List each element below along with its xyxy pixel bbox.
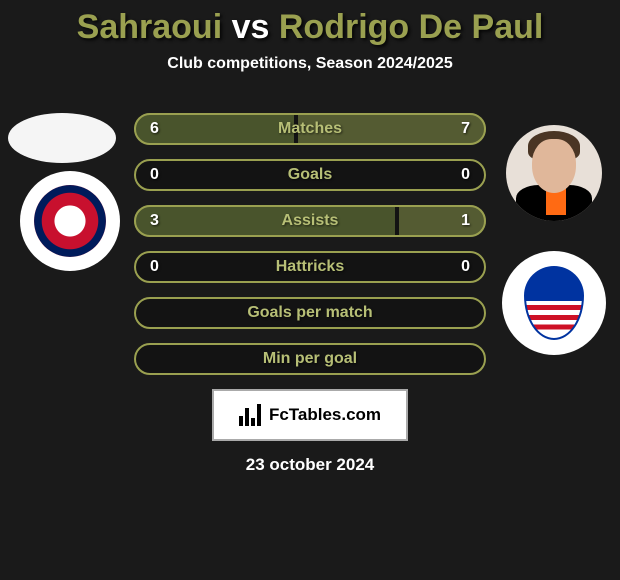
- stat-value-left: 3: [150, 212, 159, 230]
- stat-label: Min per goal: [263, 350, 357, 368]
- player1-photo: [8, 113, 116, 163]
- stat-row: 0 Hattricks 0: [134, 251, 486, 283]
- stat-label: Matches: [278, 120, 342, 138]
- stat-fill-right: [399, 205, 486, 237]
- stat-row: 3 Assists 1: [134, 205, 486, 237]
- stat-label: Assists: [282, 212, 339, 230]
- branding-box: FcTables.com: [212, 389, 408, 441]
- stat-value-left: 6: [150, 120, 159, 138]
- branding-text: FcTables.com: [269, 405, 381, 425]
- stats-area: 6 Matches 7 0 Goals 0 3 Assists 1 0 Hattricks 0 Goal…: [0, 113, 620, 475]
- losc-icon: [34, 185, 106, 257]
- comparison-title: Sahraoui vs Rodrigo De Paul: [0, 0, 620, 47]
- stat-rows: 6 Matches 7 0 Goals 0 3 Assists 1 0 Hattricks 0 Goal…: [134, 113, 486, 375]
- player2-name: Rodrigo De Paul: [279, 8, 543, 46]
- stat-label: Hattricks: [276, 258, 344, 276]
- fctables-logo-icon: [239, 404, 263, 426]
- stat-label: Goals: [288, 166, 332, 184]
- stat-row: Goals per match: [134, 297, 486, 329]
- stat-label: Goals per match: [247, 304, 372, 322]
- stat-row: 0 Goals 0: [134, 159, 486, 191]
- player2-photo: [506, 125, 602, 221]
- stat-value-right: 0: [461, 258, 470, 276]
- stat-value-left: 0: [150, 166, 159, 184]
- vs-text: vs: [232, 8, 270, 46]
- stat-value-right: 0: [461, 166, 470, 184]
- player1-name: Sahraoui: [77, 8, 222, 46]
- player1-club-badge: [20, 171, 120, 271]
- player2-club-badge: [502, 251, 606, 355]
- stat-row: Min per goal: [134, 343, 486, 375]
- player2-face-icon: [532, 139, 576, 193]
- subtitle: Club competitions, Season 2024/2025: [0, 55, 620, 73]
- stat-value-right: 1: [461, 212, 470, 230]
- stat-value-left: 0: [150, 258, 159, 276]
- stat-row: 6 Matches 7: [134, 113, 486, 145]
- atletico-icon: [524, 266, 584, 340]
- stat-fill-left: [134, 205, 395, 237]
- date-text: 23 october 2024: [0, 455, 620, 475]
- stat-value-right: 7: [461, 120, 470, 138]
